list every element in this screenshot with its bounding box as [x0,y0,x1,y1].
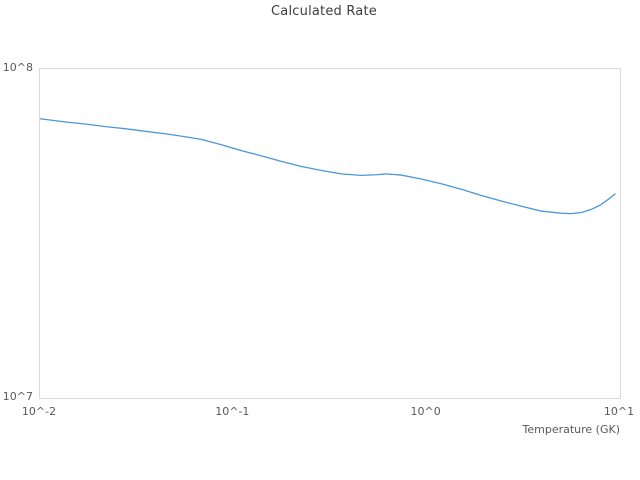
chart-title: Calculated Rate [271,4,377,19]
rate-line [40,118,616,215]
x-tick-label: 10^0 [410,405,441,418]
x-tick-label: 10^1 [603,405,635,418]
x-tick-label: 10^-2 [21,405,57,418]
x-tick-label: 10^-1 [215,405,250,418]
y-tick-label: 10^7 [2,390,33,403]
y-tick-label: 10^8 [2,61,33,74]
rate-curve-canvas [40,118,616,215]
x-axis-title: Temperature (GK) [522,423,621,436]
plot-area [39,68,621,399]
